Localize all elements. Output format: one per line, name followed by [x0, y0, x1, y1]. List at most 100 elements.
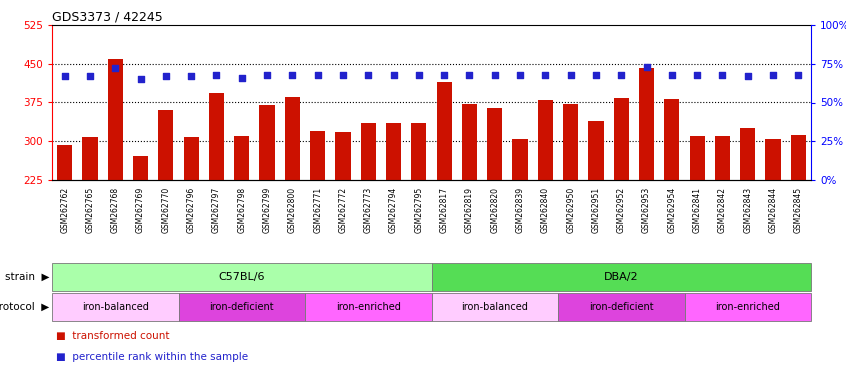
- Point: [514, 71, 527, 78]
- Point: [159, 73, 173, 79]
- Bar: [209, 93, 224, 180]
- Point: [766, 71, 780, 78]
- Bar: [563, 104, 578, 180]
- Text: GSM262771: GSM262771: [313, 187, 322, 233]
- Text: ■  transformed count: ■ transformed count: [56, 331, 170, 341]
- Bar: [82, 137, 97, 180]
- Bar: [766, 139, 781, 180]
- Text: GSM262819: GSM262819: [465, 187, 474, 233]
- Point: [741, 73, 755, 79]
- Bar: [335, 132, 350, 180]
- Text: GDS3373 / 42245: GDS3373 / 42245: [52, 11, 162, 24]
- Bar: [431, 263, 811, 291]
- Point: [58, 73, 71, 79]
- Bar: [411, 123, 426, 180]
- Text: GSM262817: GSM262817: [440, 187, 448, 233]
- Bar: [305, 293, 431, 321]
- Bar: [386, 123, 401, 180]
- Text: protocol  ▶: protocol ▶: [0, 302, 49, 312]
- Text: ■  percentile rank within the sample: ■ percentile rank within the sample: [56, 352, 249, 362]
- Bar: [664, 99, 679, 180]
- Text: iron-deficient: iron-deficient: [210, 302, 274, 312]
- Text: GSM262769: GSM262769: [136, 187, 145, 233]
- Text: GSM262953: GSM262953: [642, 187, 651, 233]
- Bar: [513, 139, 528, 180]
- Text: GSM262799: GSM262799: [262, 187, 272, 233]
- Text: GSM262843: GSM262843: [744, 187, 752, 233]
- Point: [539, 71, 552, 78]
- Point: [361, 71, 375, 78]
- Text: GSM262768: GSM262768: [111, 187, 120, 233]
- Bar: [234, 136, 250, 180]
- Point: [564, 71, 578, 78]
- Text: GSM262800: GSM262800: [288, 187, 297, 233]
- Text: GSM262820: GSM262820: [490, 187, 499, 233]
- Point: [336, 71, 349, 78]
- Text: GSM262844: GSM262844: [768, 187, 777, 233]
- Bar: [740, 128, 755, 180]
- Bar: [158, 110, 173, 180]
- Bar: [260, 105, 275, 180]
- Text: GSM262794: GSM262794: [389, 187, 398, 233]
- Bar: [437, 82, 452, 180]
- Point: [387, 71, 400, 78]
- Text: GSM262765: GSM262765: [85, 187, 95, 233]
- Text: strain  ▶: strain ▶: [5, 272, 49, 282]
- Bar: [487, 108, 503, 180]
- Text: iron-enriched: iron-enriched: [716, 302, 780, 312]
- Point: [463, 71, 476, 78]
- Text: DBA/2: DBA/2: [604, 272, 639, 282]
- Bar: [133, 156, 148, 180]
- Point: [640, 64, 653, 70]
- Bar: [538, 100, 553, 180]
- Text: GSM262796: GSM262796: [187, 187, 195, 233]
- Text: GSM262770: GSM262770: [162, 187, 170, 233]
- Text: iron-enriched: iron-enriched: [336, 302, 401, 312]
- Point: [134, 76, 147, 82]
- Bar: [791, 135, 806, 180]
- Bar: [462, 104, 477, 180]
- Text: GSM262954: GSM262954: [667, 187, 676, 233]
- Bar: [179, 293, 305, 321]
- Bar: [613, 98, 629, 180]
- Point: [665, 71, 678, 78]
- Bar: [52, 293, 179, 321]
- Text: GSM262841: GSM262841: [693, 187, 701, 233]
- Point: [235, 74, 249, 81]
- Bar: [310, 131, 325, 180]
- Bar: [360, 123, 376, 180]
- Bar: [715, 136, 730, 180]
- Text: GSM262762: GSM262762: [60, 187, 69, 233]
- Bar: [107, 59, 123, 180]
- Point: [108, 65, 122, 71]
- Text: iron-balanced: iron-balanced: [461, 302, 528, 312]
- Point: [488, 71, 502, 78]
- Point: [310, 71, 324, 78]
- Text: GSM262952: GSM262952: [617, 187, 626, 233]
- Text: GSM262950: GSM262950: [566, 187, 575, 233]
- Text: GSM262839: GSM262839: [515, 187, 525, 233]
- Bar: [184, 137, 199, 180]
- Bar: [52, 263, 431, 291]
- Text: iron-balanced: iron-balanced: [82, 302, 149, 312]
- Bar: [431, 293, 558, 321]
- Point: [589, 71, 602, 78]
- Text: GSM262951: GSM262951: [591, 187, 601, 233]
- Text: GSM262842: GSM262842: [718, 187, 727, 233]
- Point: [412, 71, 426, 78]
- Point: [614, 71, 628, 78]
- Point: [83, 73, 96, 79]
- Point: [184, 73, 198, 79]
- Point: [792, 71, 805, 78]
- Text: GSM262840: GSM262840: [541, 187, 550, 233]
- Text: GSM262795: GSM262795: [415, 187, 423, 233]
- Bar: [588, 121, 603, 180]
- Text: GSM262772: GSM262772: [338, 187, 348, 233]
- Text: GSM262798: GSM262798: [237, 187, 246, 233]
- Bar: [684, 293, 811, 321]
- Point: [690, 71, 704, 78]
- Point: [210, 71, 223, 78]
- Text: iron-deficient: iron-deficient: [589, 302, 654, 312]
- Bar: [639, 68, 654, 180]
- Text: GSM262773: GSM262773: [364, 187, 373, 233]
